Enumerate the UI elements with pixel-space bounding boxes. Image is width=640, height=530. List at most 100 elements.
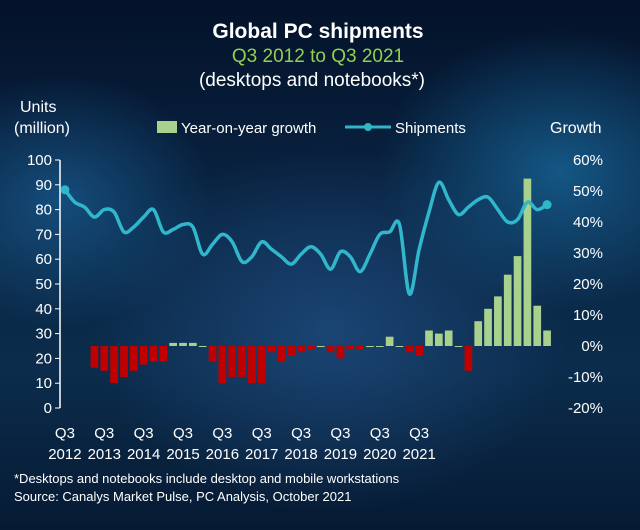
shipments-end-marker xyxy=(542,200,552,210)
x-tick-year: 2019 xyxy=(324,446,357,463)
x-tick-year: 2014 xyxy=(127,446,160,463)
growth-bar xyxy=(425,330,433,346)
x-tick-quarter: Q3 xyxy=(94,425,114,442)
growth-bar xyxy=(277,346,286,362)
left-tick-label: 100 xyxy=(27,152,52,169)
growth-bar xyxy=(248,346,256,384)
growth-bar xyxy=(494,296,502,346)
growth-bars xyxy=(90,178,551,384)
right-axis-title: Growth xyxy=(550,120,602,137)
shipments-end-marker xyxy=(60,185,70,195)
growth-bar xyxy=(503,274,512,346)
growth-bar xyxy=(375,346,384,347)
growth-bar xyxy=(100,346,109,371)
x-tick-quarter: Q3 xyxy=(173,425,193,442)
growth-bar xyxy=(464,346,473,371)
x-axis-ticks: Q3 2012 Q3 2013 Q3 2014 Q3 2015 Q3 2016 Q3 2017 Q3 20… xyxy=(48,425,436,463)
right-axis-ticks: -20% -10% 0% 10% 20% 30% 40% 50% 60% xyxy=(568,152,603,417)
right-tick-label: 40% xyxy=(573,214,603,231)
growth-bar xyxy=(218,346,227,384)
left-tick-label: 20 xyxy=(35,350,52,367)
right-tick-label: -20% xyxy=(568,400,603,417)
x-tick-quarter: Q3 xyxy=(291,425,311,442)
right-tick-label: -10% xyxy=(568,369,603,386)
growth-bar xyxy=(267,346,276,353)
right-tick-label: 10% xyxy=(573,307,603,324)
growth-bar xyxy=(228,346,237,377)
growth-bar xyxy=(90,346,99,368)
growth-bar xyxy=(444,330,453,346)
growth-bar xyxy=(435,333,443,346)
source-note: Source: Canalys Market Pulse, PC Analysi… xyxy=(14,489,351,504)
growth-bar xyxy=(149,346,158,362)
growth-bar xyxy=(287,346,296,356)
growth-bar xyxy=(316,346,325,347)
x-tick-year: 2012 xyxy=(48,446,81,463)
left-tick-label: 70 xyxy=(35,226,52,243)
growth-bar xyxy=(169,342,177,346)
x-tick-quarter: Q3 xyxy=(134,425,154,442)
growth-bar xyxy=(346,346,355,350)
growth-bar xyxy=(110,346,118,384)
x-tick-quarter: Q3 xyxy=(330,425,350,442)
legend-swatch-growth xyxy=(157,121,177,133)
growth-bar xyxy=(179,342,187,346)
left-tick-label: 30 xyxy=(35,326,52,343)
x-tick-quarter: Q3 xyxy=(212,425,232,442)
growth-bar xyxy=(533,305,542,346)
left-tick-label: 80 xyxy=(35,202,52,219)
left-tick-label: 90 xyxy=(35,177,52,194)
legend: Year-on-year growth Shipments xyxy=(157,120,466,137)
growth-bar xyxy=(415,346,423,356)
legend-label-shipments: Shipments xyxy=(395,120,466,137)
x-tick-year: 2015 xyxy=(166,446,199,463)
growth-bar xyxy=(484,308,492,346)
growth-bar xyxy=(366,346,374,347)
x-tick-year: 2020 xyxy=(363,446,396,463)
right-tick-label: 50% xyxy=(573,183,603,200)
growth-bar xyxy=(189,342,197,346)
x-tick-year: 2013 xyxy=(88,446,121,463)
growth-bar xyxy=(326,346,335,353)
legend-label-growth: Year-on-year growth xyxy=(181,120,316,137)
x-tick-year: 2021 xyxy=(402,446,435,463)
x-tick-quarter: Q3 xyxy=(370,425,390,442)
x-tick-year: 2016 xyxy=(206,446,239,463)
growth-bar xyxy=(208,346,217,362)
legend-marker-shipments xyxy=(364,123,372,131)
growth-bar xyxy=(523,178,532,346)
growth-bar xyxy=(257,346,266,384)
growth-bar xyxy=(385,336,394,346)
growth-bar xyxy=(454,346,463,347)
left-tick-label: 50 xyxy=(35,276,52,293)
shipments-markers xyxy=(60,185,552,210)
left-tick-label: 0 xyxy=(44,400,52,417)
left-axis-title-line1: Units xyxy=(20,99,56,116)
x-tick-year: 2017 xyxy=(245,446,278,463)
right-tick-label: 0% xyxy=(581,338,603,355)
growth-bar xyxy=(513,256,522,346)
left-axis-title-line2: (million) xyxy=(14,120,70,137)
growth-bar xyxy=(395,346,404,347)
growth-bar xyxy=(129,346,138,371)
growth-bar xyxy=(139,346,148,365)
left-axis-ticks: 0 10 20 30 40 50 60 70 80 90 100 xyxy=(27,152,60,417)
growth-bar xyxy=(238,346,246,377)
growth-bar xyxy=(159,346,168,362)
left-tick-label: 10 xyxy=(35,375,52,392)
chart-subtitle: Q3 2012 to Q3 2021 xyxy=(232,46,404,67)
chart-subtitle-2: (desktops and notebooks*) xyxy=(199,70,425,91)
shipments-line xyxy=(63,180,549,296)
right-tick-label: 20% xyxy=(573,276,603,293)
right-tick-label: 30% xyxy=(573,245,603,262)
growth-bar xyxy=(336,346,345,359)
growth-bar xyxy=(120,346,128,377)
growth-bar xyxy=(474,321,483,346)
x-tick-year: 2018 xyxy=(284,446,317,463)
left-tick-label: 40 xyxy=(35,301,52,318)
growth-bar xyxy=(198,346,207,347)
x-tick-quarter: Q3 xyxy=(409,425,429,442)
growth-bar xyxy=(297,346,305,353)
x-tick-quarter: Q3 xyxy=(252,425,272,442)
